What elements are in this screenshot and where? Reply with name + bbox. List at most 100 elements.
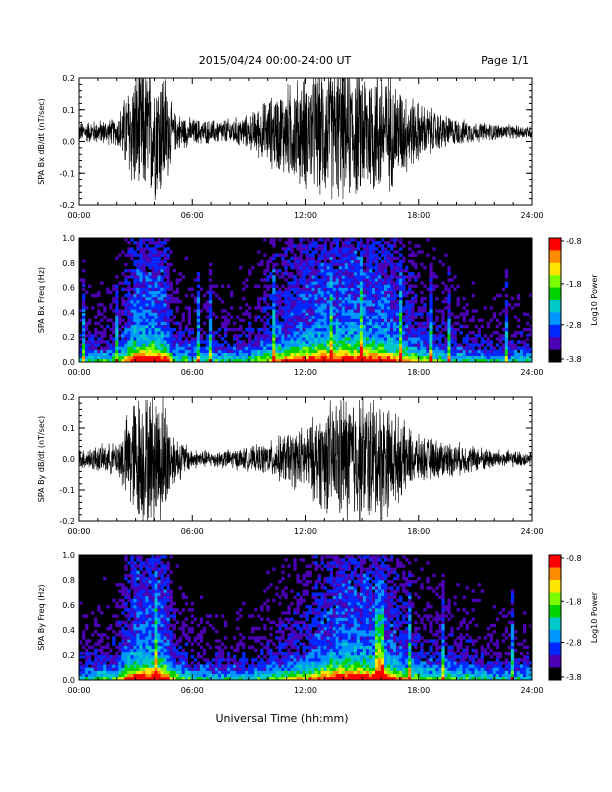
colorbar-segment [549,325,561,338]
y-tick-label: 0.0 [62,455,75,464]
spectrogram-cell [360,309,363,312]
spectrogram-cell [221,316,224,319]
spectrogram-cell [514,334,517,337]
spectrogram-cell [402,244,405,247]
spectrogram-cell [121,356,124,359]
spectrogram-cell [130,602,133,605]
spectrogram-cell [155,596,158,599]
spectrogram-cell [164,316,167,319]
spectrogram-cell [447,353,450,356]
spectrogram-cell [366,291,369,294]
spectrogram-cell [463,312,466,315]
spectrogram-cell [284,272,287,275]
spectrogram-cell [381,356,384,359]
spectrogram-cell [85,658,88,661]
spectrogram-cell [94,643,97,646]
spectrogram-cell [351,350,354,353]
spectrogram-cell [281,312,284,315]
spectrogram-cell [233,347,236,350]
spectrogram-cell [242,664,245,667]
spectrogram-cell [309,278,312,281]
spectrogram-cell [139,639,142,642]
spectrogram-cell [348,257,351,260]
spectrogram-cell [170,337,173,340]
spectrogram-cell [130,639,133,642]
spectrogram-cell [206,340,209,343]
spectrogram-cell [281,331,284,334]
spectrogram-cell [179,627,182,630]
spectrogram-cell [133,254,136,257]
spectrogram-cell [472,331,475,334]
spectrogram-cell [158,241,161,244]
spectrogram-cell [511,297,514,300]
spectrogram-cell [345,337,348,340]
spectrogram-cell [206,664,209,667]
spectrogram-cell [420,325,423,328]
spectrogram-cell [161,652,164,655]
spectrogram-cell [161,586,164,589]
spectrogram-cell [266,343,269,346]
spectrogram-cell [115,319,118,322]
spectrogram-cell [351,297,354,300]
spectrogram-cell [269,325,272,328]
spectrogram-cell [296,294,299,297]
spectrogram-cell [112,636,115,639]
spectrogram-cell [420,316,423,319]
spectrogram-cell [136,661,139,664]
spectrogram-cell [194,668,197,671]
spectrogram-cell [420,300,423,303]
spectrogram-cell [318,343,321,346]
spectrogram-cell [100,655,103,658]
spectrogram-cell [426,347,429,350]
spectrogram-cell [167,580,170,583]
spectrogram-cell [354,269,357,272]
spectrogram-cell [224,664,227,667]
spectrogram-cell [148,639,151,642]
spectrogram-cell [167,608,170,611]
spectrogram-cell [209,278,212,281]
spectrogram-cell [242,319,245,322]
spectrogram-cell [155,309,158,312]
spectrogram-cell [133,275,136,278]
spectrogram-cell [176,291,179,294]
spectrogram-cell [375,278,378,281]
spectrogram-cell [429,300,432,303]
spectrogram-cell [360,285,363,288]
spectrogram-cell [287,285,290,288]
spectrogram-cell [272,309,275,312]
spectrogram-cell [148,627,151,630]
spectrogram-cell [167,593,170,596]
spectrogram-cell [130,574,133,577]
spectrogram-cell [263,238,266,241]
spectrogram-cell [447,309,450,312]
spectrogram-cell [142,322,145,325]
spectrogram-cell [293,340,296,343]
spectrogram-cell [423,343,426,346]
spectrogram-cell [148,664,151,667]
spectrogram-cell [164,250,167,253]
spectrogram-cell [112,668,115,671]
spectrogram-cell [384,312,387,315]
spectrogram-cell [197,312,200,315]
spectrogram-cell [275,297,278,300]
spectrogram-cell [399,285,402,288]
spectrogram-cell [306,297,309,300]
spectrogram-cell [342,294,345,297]
spectrogram-cell [179,611,182,614]
spectrogram-cell [423,297,426,300]
spectrogram-cell [197,671,200,674]
spectrogram-cell [127,643,130,646]
spectrogram-cell [173,649,176,652]
spectrogram-cell [432,340,435,343]
spectrogram-cell [290,250,293,253]
spectrogram-cell [248,343,251,346]
spectrogram-cell [393,343,396,346]
spectrogram-cell [444,285,447,288]
spectrogram-cell [215,614,218,617]
spectrogram-cell [158,636,161,639]
spectrogram-cell [363,288,366,291]
spectrogram-cell [306,263,309,266]
spectrogram-cell [130,347,133,350]
spectrogram-cell [339,266,342,269]
spectrogram-cell [94,343,97,346]
